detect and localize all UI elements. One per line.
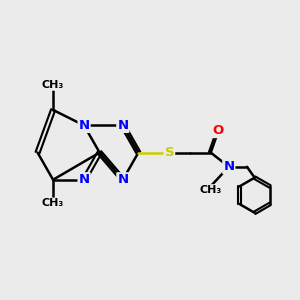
- Text: CH₃: CH₃: [42, 80, 64, 90]
- Text: N: N: [79, 173, 90, 186]
- Text: N: N: [223, 160, 234, 173]
- Text: CH₃: CH₃: [200, 185, 222, 195]
- Text: N: N: [117, 173, 128, 186]
- Text: CH₃: CH₃: [42, 199, 64, 208]
- Text: N: N: [117, 119, 128, 132]
- Text: N: N: [79, 119, 90, 132]
- Text: O: O: [213, 124, 224, 137]
- Text: S: S: [165, 146, 174, 159]
